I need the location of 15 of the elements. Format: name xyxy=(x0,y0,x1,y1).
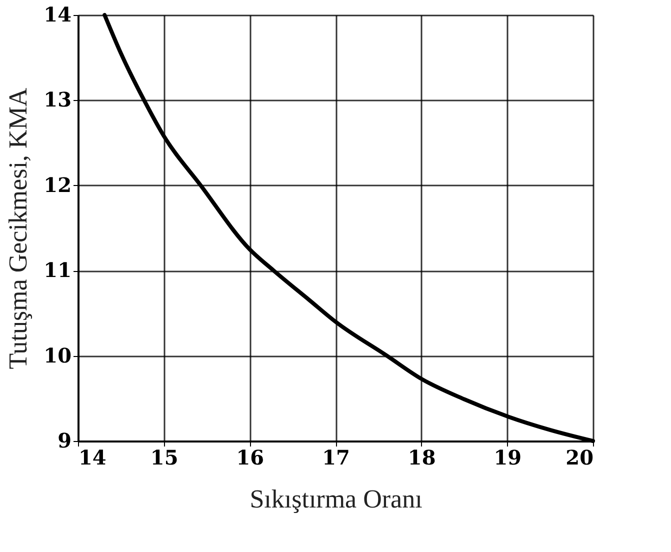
x-tick-label: 16 xyxy=(236,446,264,470)
y-tick-label: 13 xyxy=(44,88,72,112)
y-tick-label: 9 xyxy=(58,428,72,452)
x-axis-title: Sıkıştırma Oranı xyxy=(250,484,422,514)
y-tick-label: 14 xyxy=(44,2,72,26)
y-tick-label: 12 xyxy=(44,172,72,197)
y-axis-title: Tutuşma Gecikmesi, KMA xyxy=(4,88,33,370)
y-tick-label: 11 xyxy=(44,258,72,282)
x-tick-label: 15 xyxy=(150,446,178,470)
x-tick-label: 20 xyxy=(566,446,594,470)
x-tick-label: 14 xyxy=(78,446,106,470)
x-tick-label: 17 xyxy=(322,446,350,470)
x-tick-label: 18 xyxy=(408,446,436,470)
x-tick-label: 19 xyxy=(494,446,522,470)
y-tick-label: 10 xyxy=(44,343,72,368)
